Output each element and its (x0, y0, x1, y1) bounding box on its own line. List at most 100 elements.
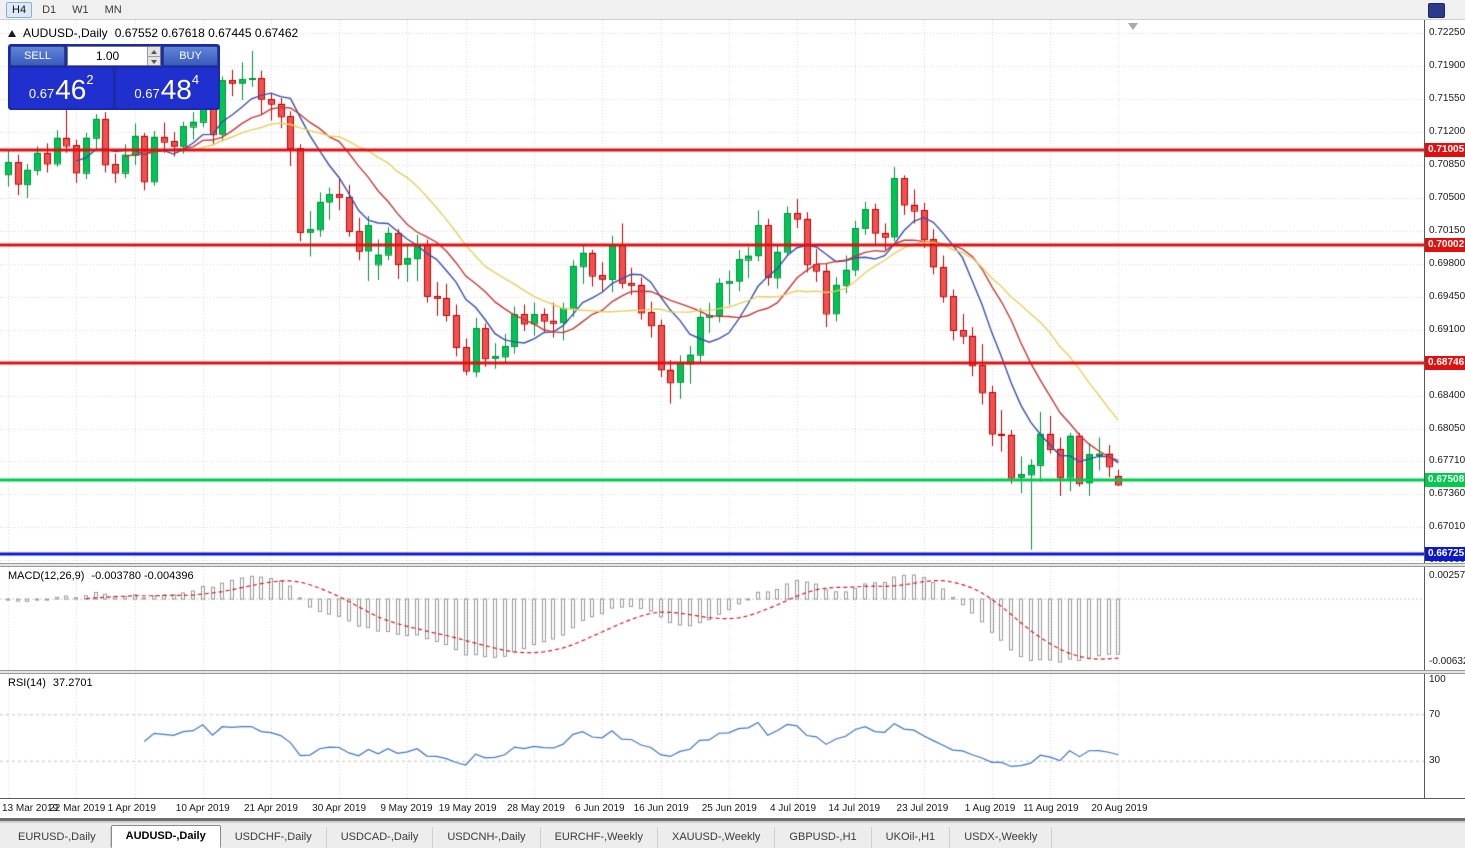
chart-tab-gbpusd-h1[interactable]: GBPUSD-,H1 (775, 827, 872, 848)
rsi-indicator-canvas[interactable] (0, 674, 1424, 798)
time-axis-label: 28 May 2019 (506, 803, 565, 814)
time-axis-label: 23 Jul 2019 (896, 803, 949, 814)
chart-tab-audusd-daily[interactable]: AUDUSD-,Daily (110, 825, 221, 848)
time-axis-label: 22 Mar 2019 (49, 803, 106, 814)
rsi-value: 37.2701 (52, 677, 93, 689)
sell-price-main: 46 (55, 74, 87, 105)
time-axis-label: 11 Aug 2019 (1023, 803, 1079, 814)
price-scale-label: 0.67010 (1429, 521, 1465, 533)
panel-toggle-icon[interactable] (8, 29, 16, 37)
timeframe-h4[interactable]: H4 (6, 1, 33, 18)
sell-price-prefix: 0.67 (28, 86, 55, 101)
volume-decrease-button[interactable] (148, 55, 160, 65)
macd-indicator-canvas[interactable] (0, 567, 1424, 670)
macd-name: MACD(12,26,9) (8, 570, 85, 582)
chart-window: AUDUSD-,Daily 0.67552 0.67618 0.67445 0.… (0, 20, 1465, 823)
price-scale-label: 0.68400 (1429, 390, 1465, 401)
symbol-period-label: AUDUSD-,Daily (23, 26, 108, 40)
buy-price-display[interactable]: 0.67 48 4 (115, 68, 218, 108)
time-axis-label: 20 Aug 2019 (1091, 803, 1148, 814)
time-axis-label: 21 Apr 2019 (243, 803, 298, 814)
chart-tab-eurusd-daily[interactable]: EURUSD-,Daily (4, 827, 111, 848)
buy-price-pip: 4 (191, 72, 200, 87)
rsi-label: RSI(14) 37.2701 (8, 677, 93, 689)
price-scale-label: 0.70500 (1429, 192, 1465, 203)
timeframe-mn[interactable]: MN (104, 3, 122, 16)
trade-prices-row: 0.67 46 2 0.67 48 4 (10, 68, 218, 108)
time-axis-label: 9 May 2019 (380, 803, 433, 814)
chart-tab-usdchf-daily[interactable]: USDCHF-,Daily (221, 827, 327, 848)
chart-tab-usdx-weekly[interactable]: USDX-,Weekly (950, 827, 1053, 848)
macd-label: MACD(12,26,9) -0.003780 -0.004396 (8, 570, 194, 582)
macd-values: -0.003780 -0.004396 (91, 570, 194, 582)
autoscroll-marker-icon (1128, 23, 1138, 30)
timeframe-w1[interactable]: W1 (72, 3, 89, 16)
buy-button[interactable]: BUY (163, 46, 218, 66)
macd-scale-min: -0.0063260 (1429, 656, 1465, 667)
time-axis-label: 14 Jul 2019 (828, 803, 881, 814)
volume-spinner (147, 47, 160, 65)
price-level-tag: 0.66725 (1425, 546, 1465, 561)
price-scale-label: 0.69100 (1429, 324, 1465, 335)
price-scale-label: 0.67360 (1429, 488, 1465, 500)
time-axis[interactable]: 13 Mar 2019 22 Mar 2019 1 Apr 2019 10 Apr 2… (0, 798, 1465, 818)
sell-price-display[interactable]: 0.67 46 2 (10, 68, 113, 108)
window-button[interactable] (1428, 3, 1445, 18)
volume-increase-button[interactable] (148, 47, 160, 56)
price-scale-label: 0.67710 (1429, 455, 1465, 467)
chart-tab-ukoil-h1[interactable]: UKOil-,H1 (872, 827, 951, 848)
price-scale[interactable]: 0.0025740 -0.0063260 100 70 30 0.72250 0.… (1424, 20, 1465, 798)
time-axis-label: 19 May 2019 (438, 803, 497, 814)
window-border (0, 818, 1465, 823)
price-scale-label: 0.71900 (1429, 60, 1465, 71)
time-axis-label: 1 Aug 2019 (964, 803, 1016, 814)
price-scale-label: 0.69450 (1429, 291, 1465, 302)
time-axis-label: 6 Jun 2019 (575, 803, 625, 814)
sell-price-pip: 2 (86, 72, 94, 87)
volume-input[interactable] (68, 47, 147, 65)
price-scale-label: 0.72250 (1429, 27, 1465, 38)
rsi-name: RSI(14) (8, 677, 46, 689)
sell-button[interactable]: SELL (10, 46, 65, 66)
chart-tab-xauusd-weekly[interactable]: XAUUSD-,Weekly (658, 827, 776, 848)
rsi-scale-100: 100 (1429, 674, 1446, 685)
time-axis-label: 30 Apr 2019 (312, 803, 367, 814)
buy-price-main: 48 (160, 74, 192, 105)
chart-tab-usdcnh-daily[interactable]: USDCNH-,Daily (433, 827, 541, 848)
timeframe-toolbar: H4 D1 W1 MN (0, 0, 1465, 20)
chart-tab-eurchf-weekly[interactable]: EURCHF-,Weekly (541, 827, 658, 848)
rsi-scale-70: 70 (1429, 709, 1441, 720)
buy-price-prefix: 0.67 (134, 86, 160, 101)
rsi-scale-30: 30 (1429, 755, 1441, 766)
macd-scale-max: 0.0025740 (1429, 570, 1465, 581)
chart-tab-usdcad-daily[interactable]: USDCAD-,Daily (327, 827, 434, 848)
time-axis-label: 25 Jun 2019 (701, 803, 757, 814)
time-axis-label: 13 Mar 2019 (2, 803, 59, 814)
price-level-tag: 0.67508 (1425, 473, 1465, 488)
price-scale-label: 0.71200 (1429, 126, 1465, 137)
price-scale-label: 0.70150 (1429, 225, 1465, 236)
chart-title: AUDUSD-,Daily 0.67552 0.67618 0.67445 0.… (8, 26, 298, 40)
price-scale-label: 0.70850 (1429, 159, 1465, 170)
pane-resize-handle[interactable] (0, 670, 1465, 674)
time-axis-label: 16 Jun 2019 (633, 803, 689, 814)
price-scale-label: 0.71550 (1429, 93, 1465, 104)
time-axis-label: 4 Jul 2019 (769, 803, 817, 814)
time-axis-label: 10 Apr 2019 (175, 803, 230, 814)
timeframe-d1[interactable]: D1 (42, 3, 57, 16)
price-level-tag: 0.68746 (1425, 356, 1465, 371)
volume-field (67, 46, 161, 66)
price-scale-label: 0.68050 (1429, 423, 1465, 434)
price-level-tag: 0.70002 (1425, 237, 1465, 252)
trade-controls-row: SELL BUY (10, 46, 218, 66)
pane-resize-handle[interactable] (0, 563, 1465, 567)
chart-tab-bar: EURUSD-,Daily AUDUSD-,Daily USDCHF-,Daily U… (0, 821, 1465, 848)
time-axis-label: 1 Apr 2019 (107, 803, 156, 814)
timeframe-buttons: H4 D1 W1 MN (0, 1, 128, 18)
price-level-tag: 0.71005 (1425, 143, 1465, 158)
price-scale-label: 0.69800 (1429, 258, 1465, 269)
price-chart-canvas[interactable] (0, 20, 1424, 563)
one-click-trading-panel: SELL BUY 0.67 46 2 0.67 (8, 44, 220, 110)
ohlc-values: 0.67552 0.67618 0.67445 0.67462 (114, 26, 299, 40)
